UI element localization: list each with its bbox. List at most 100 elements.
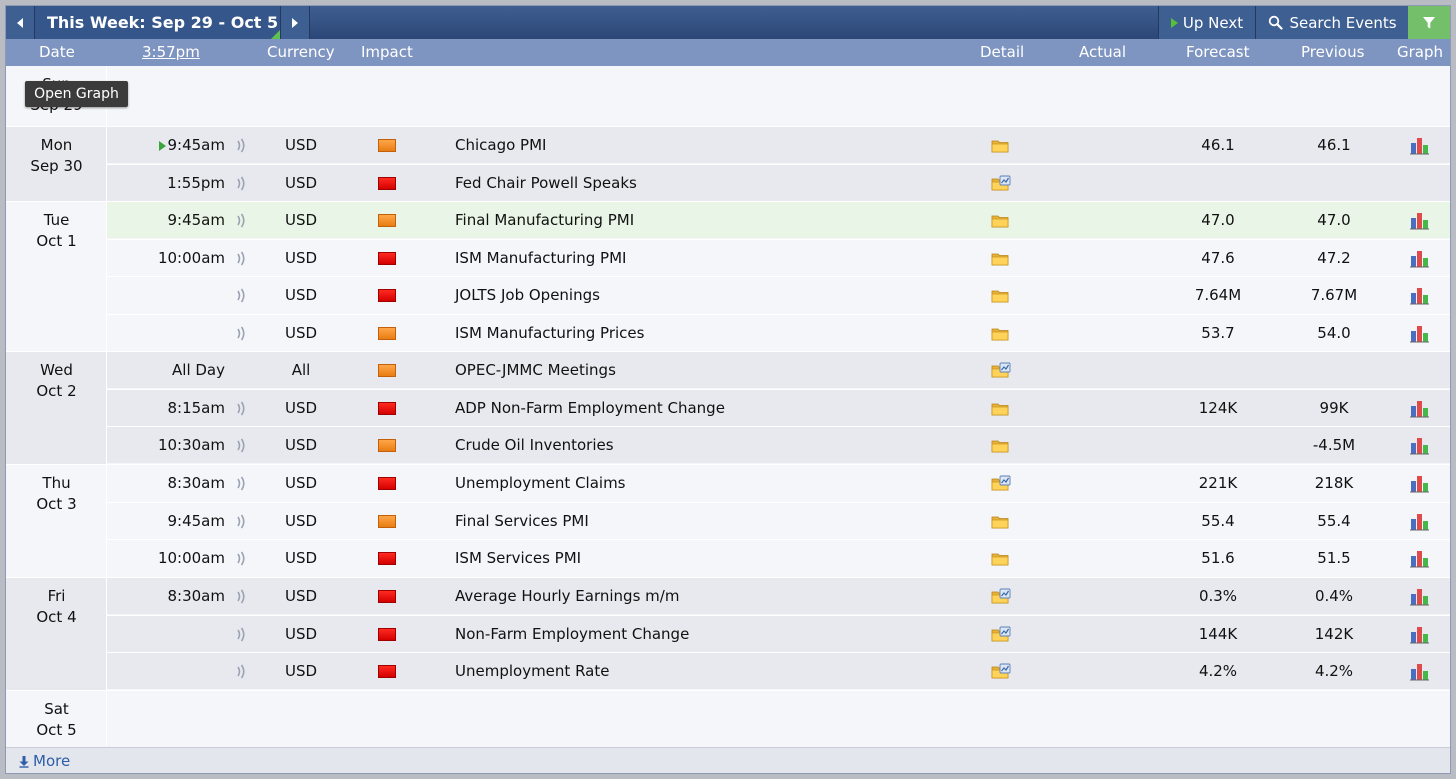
table-row[interactable]: 8:30am USD Average Hourly Earnings m/m 0.3%… xyxy=(6,577,1450,614)
table-row[interactable]: 1:55pm USD Fed Chair Powell Speaks xyxy=(6,164,1450,201)
detail-folder-chart-icon[interactable] xyxy=(991,626,1011,643)
detail-folder-icon[interactable] xyxy=(991,400,1011,417)
graph-icon[interactable] xyxy=(1409,511,1431,531)
graph-icon[interactable] xyxy=(1409,285,1431,305)
search-events-button[interactable]: Search Events xyxy=(1255,6,1409,39)
previous-week-button[interactable] xyxy=(6,6,35,39)
event-time: 10:00am xyxy=(158,240,225,277)
event-name[interactable]: JOLTS Job Openings xyxy=(455,286,600,304)
table-row[interactable]: 10:00am USD ISM Manufacturing PMI 47.6 47.2 xyxy=(6,239,1450,276)
week-selector[interactable]: This Week: Sep 29 - Oct 5 xyxy=(35,6,280,39)
detail-folder-icon[interactable] xyxy=(991,325,1011,342)
detail-folder-icon[interactable] xyxy=(991,212,1011,229)
detail-folder-chart-icon[interactable] xyxy=(991,475,1011,492)
sound-icon[interactable] xyxy=(236,438,248,453)
sound-icon[interactable] xyxy=(236,589,248,604)
up-next-label: Up Next xyxy=(1182,13,1244,32)
sound-icon[interactable] xyxy=(236,401,248,416)
sound-icon[interactable] xyxy=(236,627,248,642)
graph-icon[interactable] xyxy=(1409,323,1431,343)
impact-icon[interactable] xyxy=(378,515,396,528)
graph-icon[interactable] xyxy=(1409,548,1431,568)
graph-icon[interactable] xyxy=(1409,473,1431,493)
filter-button[interactable] xyxy=(1408,6,1450,39)
table-row[interactable]: 9:45am USD Chicago PMI 46.1 46.1 xyxy=(6,126,1450,163)
table-row[interactable]: 9:45am USD Final Services PMI 55.4 55.4 xyxy=(6,502,1450,539)
detail-folder-chart-icon[interactable] xyxy=(991,175,1011,192)
event-name[interactable]: Fed Chair Powell Speaks xyxy=(455,174,637,192)
more-link[interactable]: More xyxy=(18,748,70,773)
impact-icon[interactable] xyxy=(378,139,396,152)
sound-icon[interactable] xyxy=(236,514,248,529)
impact-icon[interactable] xyxy=(378,477,396,490)
detail-folder-icon[interactable] xyxy=(991,550,1011,567)
detail-folder-icon[interactable] xyxy=(991,250,1011,267)
weekday-label: Fri xyxy=(47,587,66,605)
graph-icon[interactable] xyxy=(1409,135,1431,155)
event-name[interactable]: Non-Farm Employment Change xyxy=(455,625,690,643)
currency-label: USD xyxy=(284,587,318,605)
sound-icon[interactable] xyxy=(236,551,248,566)
impact-icon[interactable] xyxy=(378,439,396,452)
sound-icon[interactable] xyxy=(236,138,248,153)
impact-icon[interactable] xyxy=(378,590,396,603)
event-name[interactable]: OPEC-JMMC Meetings xyxy=(455,361,616,379)
event-name[interactable]: Average Hourly Earnings m/m xyxy=(455,587,680,605)
event-name[interactable]: Chicago PMI xyxy=(455,136,547,154)
sound-icon[interactable] xyxy=(236,251,248,266)
event-name[interactable]: Final Services PMI xyxy=(455,512,589,530)
table-row[interactable]: 8:15am USD ADP Non-Farm Employment Change 1… xyxy=(6,389,1450,426)
table-row[interactable]: USD JOLTS Job Openings 7.64M 7.67M xyxy=(6,276,1450,313)
table-row[interactable]: 9:45am USD Final Manufacturing PMI 47.0 47.0 xyxy=(6,201,1450,238)
graph-icon[interactable] xyxy=(1409,210,1431,230)
weekday-label: Mon xyxy=(40,136,73,154)
graph-icon[interactable] xyxy=(1409,661,1431,681)
sound-icon[interactable] xyxy=(236,288,248,303)
event-name[interactable]: Unemployment Claims xyxy=(455,474,626,492)
table-row[interactable]: USD Non-Farm Employment Change 144K 142K xyxy=(6,615,1450,652)
detail-folder-icon[interactable] xyxy=(991,287,1011,304)
detail-folder-chart-icon[interactable] xyxy=(991,362,1011,379)
detail-folder-icon[interactable] xyxy=(991,437,1011,454)
table-row[interactable]: All Day All OPEC-JMMC Meetings xyxy=(6,351,1450,388)
table-row[interactable]: 10:00am USD ISM Services PMI 51.6 51.5 xyxy=(6,539,1450,576)
impact-icon[interactable] xyxy=(378,552,396,565)
event-name[interactable]: ISM Manufacturing Prices xyxy=(455,324,645,342)
impact-icon[interactable] xyxy=(378,327,396,340)
table-row[interactable]: 8:30am USD Unemployment Claims 221K 218K xyxy=(6,464,1450,501)
event-name[interactable]: ISM Services PMI xyxy=(455,549,582,567)
graph-icon[interactable] xyxy=(1409,248,1431,268)
detail-folder-chart-icon[interactable] xyxy=(991,588,1011,605)
event-name[interactable]: ADP Non-Farm Employment Change xyxy=(455,399,725,417)
graph-icon[interactable] xyxy=(1409,586,1431,606)
detail-folder-chart-icon[interactable] xyxy=(991,663,1011,680)
graph-icon[interactable] xyxy=(1409,624,1431,644)
up-next-button[interactable]: Up Next xyxy=(1158,6,1255,39)
table-row[interactable]: USD ISM Manufacturing Prices 53.7 54.0 xyxy=(6,314,1450,351)
event-name[interactable]: Final Manufacturing PMI xyxy=(455,211,635,229)
detail-folder-icon[interactable] xyxy=(991,137,1011,154)
sound-icon[interactable] xyxy=(236,664,248,679)
event-name[interactable]: ISM Manufacturing PMI xyxy=(455,249,627,267)
impact-icon[interactable] xyxy=(378,177,396,190)
current-time-link[interactable]: 3:57pm xyxy=(142,43,200,61)
detail-folder-icon[interactable] xyxy=(991,513,1011,530)
sound-icon[interactable] xyxy=(236,326,248,341)
impact-icon[interactable] xyxy=(378,628,396,641)
graph-icon[interactable] xyxy=(1409,398,1431,418)
sound-icon[interactable] xyxy=(236,176,248,191)
next-week-button[interactable] xyxy=(280,6,310,39)
impact-icon[interactable] xyxy=(378,214,396,227)
table-row[interactable]: 10:30am USD Crude Oil Inventories -4.5M xyxy=(6,426,1450,463)
impact-icon[interactable] xyxy=(378,252,396,265)
impact-icon[interactable] xyxy=(378,665,396,678)
impact-icon[interactable] xyxy=(378,289,396,302)
graph-icon[interactable] xyxy=(1409,435,1431,455)
sound-icon[interactable] xyxy=(236,213,248,228)
event-name[interactable]: Unemployment Rate xyxy=(455,662,610,680)
impact-icon[interactable] xyxy=(378,402,396,415)
event-name[interactable]: Crude Oil Inventories xyxy=(455,436,614,454)
table-row[interactable]: USD Unemployment Rate 4.2% 4.2% xyxy=(6,652,1450,689)
sound-icon[interactable] xyxy=(236,476,248,491)
impact-icon[interactable] xyxy=(378,364,396,377)
